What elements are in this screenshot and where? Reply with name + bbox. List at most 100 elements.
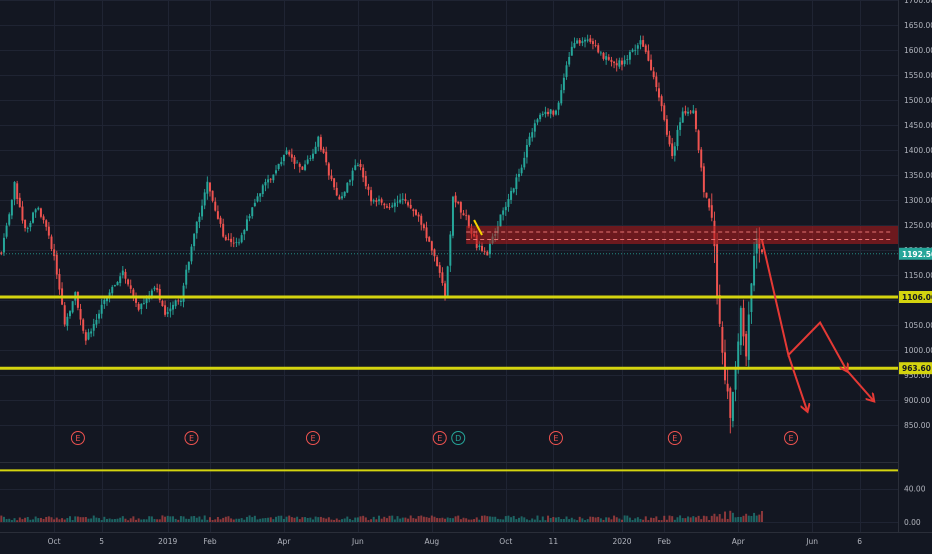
candle-body (158, 288, 161, 300)
volume-bar (724, 511, 726, 522)
candle-body (716, 244, 719, 296)
candle-body (111, 286, 114, 294)
candle-body (565, 65, 568, 77)
candle-body (124, 271, 127, 279)
candle-body (327, 163, 330, 176)
price-tick-label: 850.00 (904, 421, 930, 430)
candle (375, 197, 378, 207)
candle-body (356, 165, 359, 166)
candle (84, 329, 87, 345)
event-marker[interactable]: E (432, 431, 447, 445)
volume-bar (55, 517, 58, 522)
event-marker[interactable]: E (784, 431, 799, 445)
candle-body (687, 111, 690, 114)
candle-body (383, 203, 386, 206)
candle (504, 201, 507, 216)
volume-bar (296, 516, 299, 522)
candle-body (127, 279, 130, 285)
volume-bar (335, 518, 338, 522)
volume-bar (354, 517, 357, 522)
volume-bar (396, 516, 399, 522)
candle (348, 179, 351, 186)
candle (190, 244, 193, 265)
candle-body (634, 49, 637, 51)
candle-body (282, 154, 285, 162)
volume-bar (21, 519, 24, 522)
volume-bar (634, 518, 637, 522)
volume-bar (573, 519, 576, 522)
candle (24, 219, 27, 232)
candle (552, 109, 555, 117)
candle-body (10, 200, 13, 216)
volume-bar (568, 519, 571, 522)
volume-bar (259, 518, 262, 522)
candle (520, 164, 523, 176)
volume-bar (628, 517, 631, 522)
candle (327, 161, 330, 180)
volume-bar (301, 517, 304, 522)
candle-body (665, 119, 668, 135)
candle (333, 177, 336, 191)
candle-body (525, 145, 528, 158)
volume-bar (272, 519, 275, 522)
candle (694, 108, 697, 133)
candle (224, 234, 227, 242)
candle-body (243, 229, 246, 235)
candle (581, 37, 584, 47)
volume-bar (478, 519, 481, 522)
candle (166, 307, 169, 318)
volume-bar (142, 519, 145, 522)
candle (259, 193, 262, 203)
candle-body (58, 274, 61, 290)
candle-body (145, 298, 148, 304)
candle-body (507, 199, 510, 207)
candle (597, 43, 600, 54)
candle (21, 201, 24, 224)
volume-bar (90, 518, 93, 522)
event-marker[interactable]: E (305, 431, 320, 445)
volume-bar (280, 515, 283, 522)
candle (512, 187, 515, 194)
candle (642, 35, 645, 47)
event-marker[interactable]: E (184, 431, 199, 445)
candle (5, 222, 8, 239)
candle (697, 129, 700, 154)
volume-bar (660, 520, 663, 522)
volume-bar (676, 517, 679, 522)
volume-bar (195, 517, 198, 522)
volume-bar (74, 516, 77, 522)
volume-bar (486, 516, 489, 522)
candle (16, 180, 19, 205)
volume-bar (586, 519, 589, 522)
candle-body (700, 149, 703, 168)
volume-bar (462, 517, 465, 522)
volume-bar (172, 516, 174, 522)
candle-body (119, 276, 122, 284)
event-marker[interactable]: E (548, 431, 563, 445)
candle (169, 302, 172, 318)
candle-body (135, 296, 138, 303)
candle (50, 234, 53, 252)
candle (124, 268, 127, 284)
volume-bar (544, 520, 547, 522)
last-price-tag: 1192.50 (902, 250, 932, 259)
candle-body (449, 234, 452, 266)
candle (280, 157, 283, 167)
candle-body (216, 211, 219, 219)
event-marker[interactable]: D (451, 431, 466, 445)
yellow-trend-stroke (473, 219, 483, 236)
candle (599, 50, 602, 56)
volume-bar (494, 516, 497, 522)
event-marker[interactable]: E (70, 431, 85, 445)
candle (248, 213, 251, 222)
candle (187, 261, 190, 273)
candle (385, 203, 388, 209)
candle (687, 107, 690, 117)
candle-body (739, 307, 742, 346)
volume-bar (655, 516, 658, 522)
candle (298, 162, 301, 173)
event-marker[interactable]: E (667, 431, 682, 445)
candle (66, 313, 69, 331)
